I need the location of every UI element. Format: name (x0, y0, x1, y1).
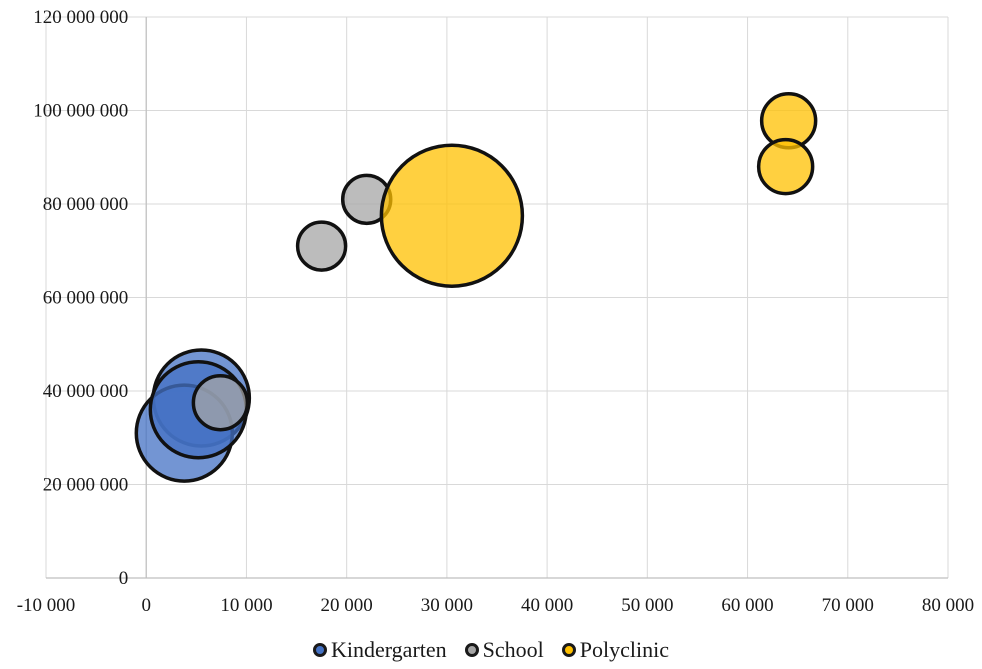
y-tick-label: 120 000 000 (33, 7, 128, 28)
x-tick-label: 70 000 (822, 595, 874, 616)
y-tick-label: 40 000 000 (43, 381, 129, 402)
y-axis-tick-labels: 0 20 000 000 40 000 000 60 000 000 80 000 00… (33, 7, 128, 589)
x-tick-label: 20 000 (321, 595, 373, 616)
x-tick-label: 40 000 (521, 595, 573, 616)
bubble-school[interactable] (295, 220, 348, 272)
axes (46, 17, 948, 579)
legend-label-kindergarten: Kindergarten (330, 637, 447, 662)
legend-item-polyclinic[interactable]: Polyclinic (561, 637, 669, 663)
x-tick-label: -10 000 (17, 595, 76, 616)
legend-item-kindergarten[interactable]: Kindergarten (312, 637, 447, 663)
x-tick-label: 10 000 (220, 595, 272, 616)
bubbles (134, 92, 818, 483)
legend-swatch-polyclinic (561, 643, 576, 657)
grid-lines (45, 16, 949, 579)
y-tick-label: 80 000 000 (43, 194, 129, 215)
x-tick-label: 0 (141, 595, 151, 616)
legend-swatch-school (464, 643, 479, 657)
x-axis-tick-labels: -10 000 0 10 000 20 000 30 000 40 000 50 000 60… (17, 595, 974, 616)
legend-item-school[interactable]: School (464, 637, 544, 663)
x-tick-label: 50 000 (621, 595, 673, 616)
legend-label-school: School (482, 637, 544, 662)
x-tick-label: 60 000 (721, 595, 773, 616)
x-tick-label: 30 000 (421, 595, 473, 616)
x-tick-label: 80 000 (922, 595, 974, 616)
bubble-polyclinic[interactable] (379, 143, 525, 288)
bubble-chart: -10 000 0 10 000 20 000 30 000 40 000 50 000 60… (17, 7, 974, 616)
y-tick-label: 0 (119, 568, 129, 589)
legend: Kindergarten School Polyclinic (0, 637, 982, 663)
y-tick-label: 100 000 000 (33, 101, 128, 122)
bubble-polyclinic[interactable] (756, 137, 815, 196)
legend-label-polyclinic: Polyclinic (579, 637, 669, 662)
y-tick-label: 60 000 000 (43, 288, 129, 309)
y-tick-label: 20 000 000 (43, 475, 129, 496)
legend-swatch-kindergarten (312, 643, 327, 657)
bubble-school[interactable] (191, 373, 250, 432)
